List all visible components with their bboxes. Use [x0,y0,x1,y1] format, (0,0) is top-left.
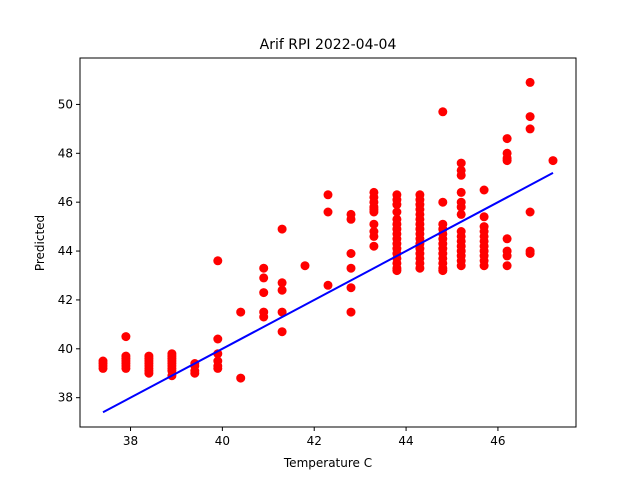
data-point [456,261,466,271]
y-axis-label: Predicted [33,215,47,271]
data-point [259,312,269,322]
data-point [213,334,223,344]
data-point [392,207,402,217]
data-point [277,307,287,317]
data-point [525,207,535,217]
data-point [144,368,154,378]
data-point [479,261,489,271]
data-point [525,249,535,258]
x-tick-label: 46 [490,434,505,448]
data-point [259,273,269,283]
data-point [502,251,512,261]
data-point [277,224,287,234]
data-point [525,112,535,122]
data-point [190,368,200,378]
data-point [323,280,333,290]
data-point [438,266,448,276]
data-point [346,249,356,258]
x-tick-label: 38 [123,434,138,448]
y-tick-label: 42 [58,293,73,307]
fit-line-layer [102,172,554,414]
data-point [502,134,512,144]
data-point [277,278,287,288]
fit-line [102,172,554,414]
data-point [502,234,512,244]
data-point [456,209,466,219]
y-axis-ticks: 38 40 42 44 46 48 50 [58,97,80,405]
data-point [277,285,287,295]
data-point [438,197,448,207]
data-point [456,202,466,212]
x-axis-ticks: 38 40 42 44 46 [123,427,506,448]
data-point [438,107,448,117]
data-point [369,231,379,241]
data-point [392,200,402,210]
data-point [346,283,356,293]
data-point [548,156,558,166]
data-point [98,356,108,366]
data-point [259,288,269,298]
data-point [277,327,287,337]
x-tick-label: 42 [307,434,322,448]
data-point [346,263,356,273]
y-tick-label: 38 [58,391,73,405]
plot-frame [79,57,577,428]
data-point [369,219,379,229]
data-point [456,187,466,197]
data-point [392,266,402,276]
data-point [502,156,512,166]
y-tick-label: 44 [58,244,73,258]
data-point [369,207,379,217]
data-point [323,207,333,217]
points-layer [98,77,558,383]
data-point [300,261,310,271]
x-tick-label: 44 [398,434,413,448]
data-point [323,190,333,200]
data-point [479,185,489,195]
data-point [525,77,535,87]
data-point [236,373,246,383]
x-axis-label: Temperature C [283,456,372,470]
data-point [121,363,131,373]
y-tick-label: 50 [58,97,73,111]
data-point [346,307,356,317]
data-point [259,263,269,273]
data-point [502,261,512,271]
data-point [456,158,466,168]
y-tick-label: 40 [58,342,73,356]
data-point [456,170,466,180]
data-point [346,214,356,224]
data-point [121,332,131,342]
x-tick-label: 40 [215,434,230,448]
data-point [415,263,425,273]
chart-title: Arif RPI 2022-04-04 [260,37,397,53]
data-point [213,256,223,266]
data-point [236,307,246,317]
data-point [369,241,379,251]
y-tick-label: 46 [58,195,73,209]
data-point [479,212,489,222]
y-tick-label: 48 [58,146,73,160]
data-point [525,124,535,134]
data-point [213,363,223,373]
